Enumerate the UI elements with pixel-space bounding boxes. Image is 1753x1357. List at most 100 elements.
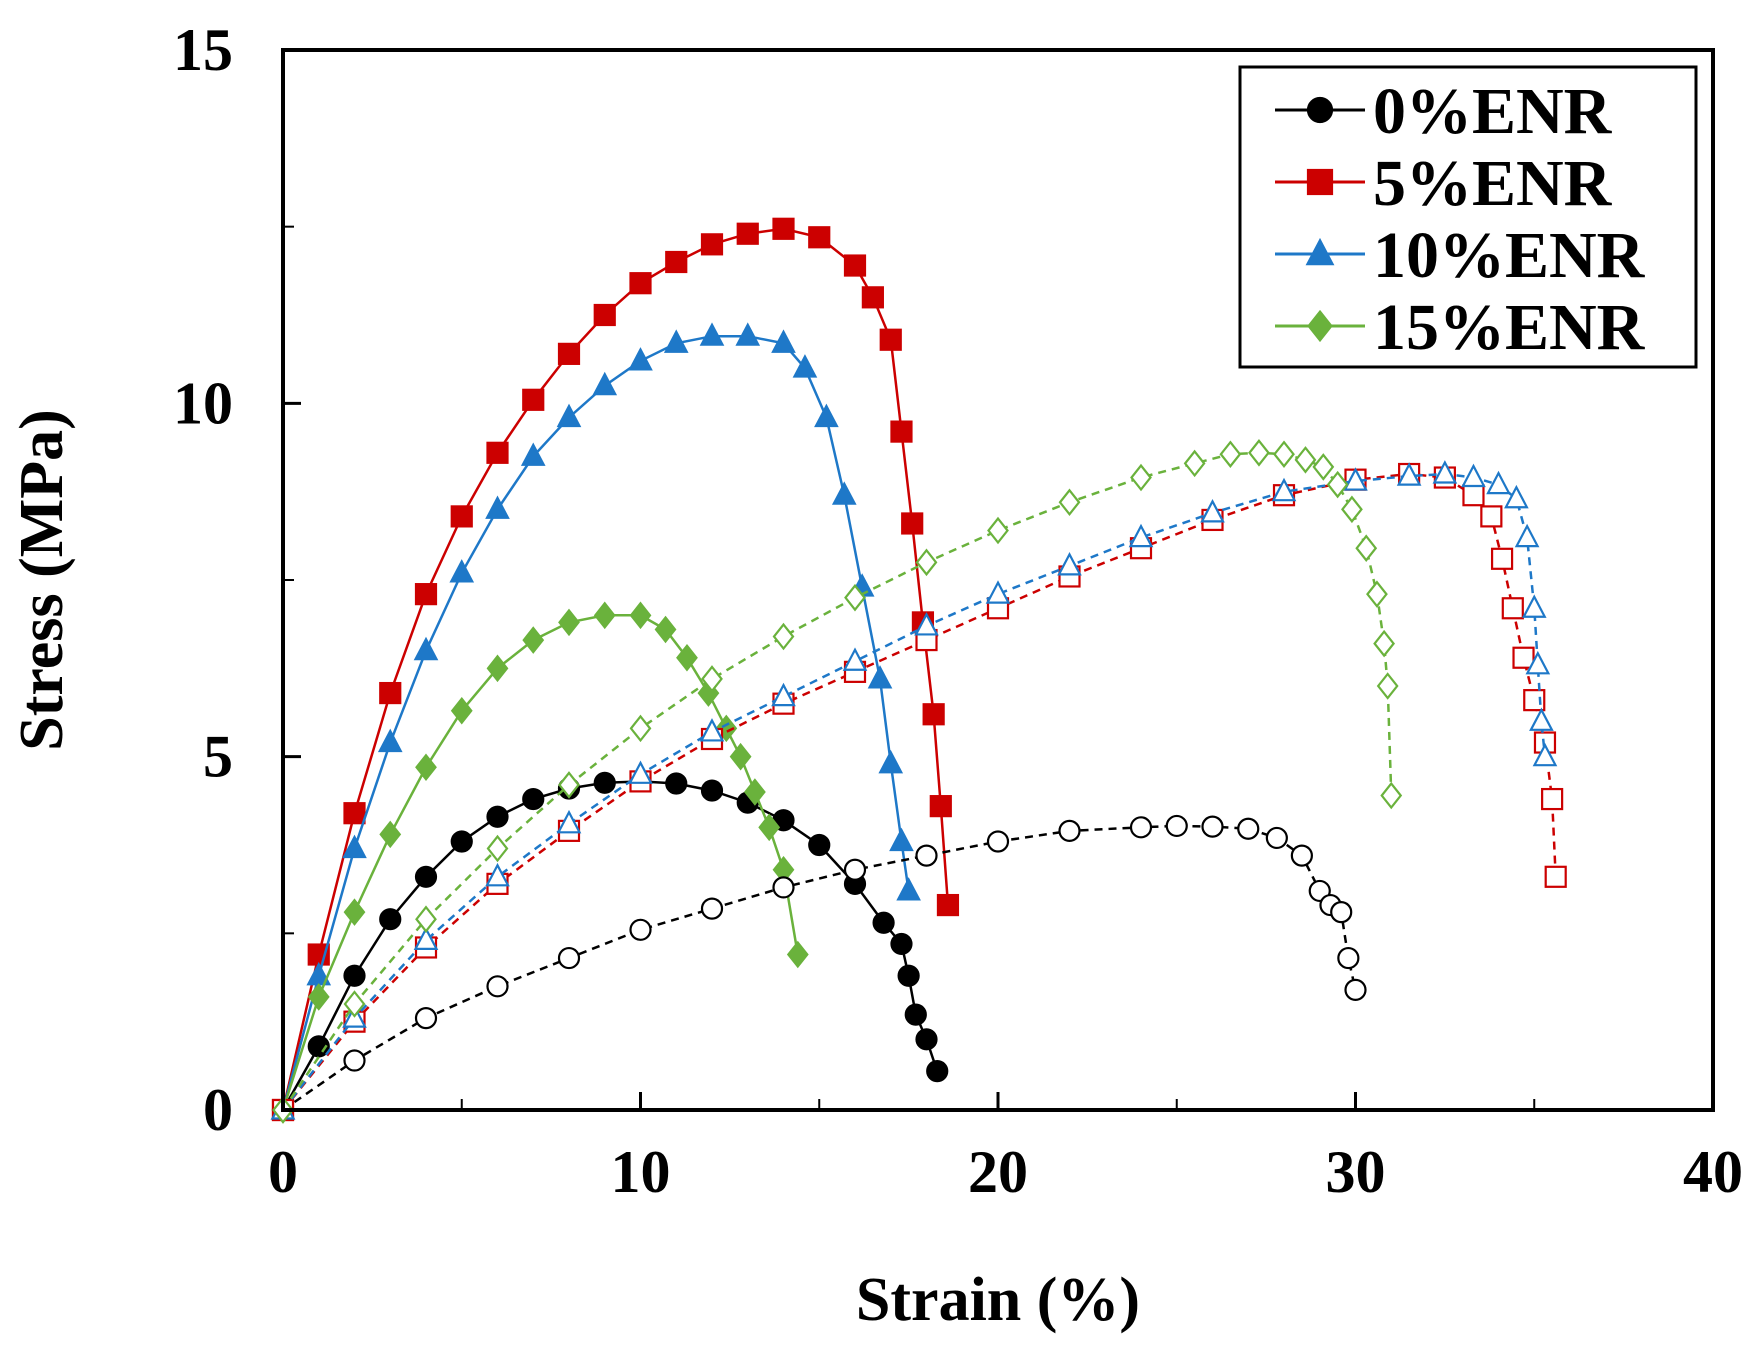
data-point [1512, 646, 1535, 669]
data-point [450, 830, 473, 853]
data-point [772, 622, 795, 651]
data-point [665, 250, 688, 274]
data-point [628, 347, 653, 371]
data-point [831, 481, 857, 505]
data-point [556, 403, 582, 428]
data-point [926, 1060, 949, 1083]
data-point [449, 559, 475, 583]
legend-entry: 15%ENR [1275, 291, 1646, 364]
data-point [1290, 844, 1313, 867]
legend-entry: 10%ENR [1275, 219, 1646, 292]
data-point [1529, 707, 1554, 731]
data-point [699, 718, 725, 742]
data-point [808, 226, 831, 249]
data-point [377, 728, 403, 753]
data-point [593, 303, 616, 327]
data-point [890, 420, 913, 443]
data-point [1058, 819, 1081, 842]
data-point [415, 905, 437, 933]
series-7 [272, 439, 1403, 1124]
x-tick-label: 40 [1683, 1139, 1743, 1205]
data-point [743, 778, 766, 806]
data-point [922, 703, 945, 726]
data-point [771, 329, 796, 353]
data-point [486, 805, 509, 828]
series-line-2 [281, 334, 910, 1111]
data-point [486, 441, 509, 464]
data-point [558, 771, 580, 799]
legend-marker [1306, 96, 1334, 124]
series-3 [272, 601, 809, 1124]
data-point [1514, 523, 1540, 548]
data-point [872, 911, 895, 934]
data-point [486, 975, 509, 998]
data-point [772, 217, 795, 240]
legend-label: 10%ENR [1373, 219, 1646, 292]
data-point [861, 286, 884, 309]
x-tick-label: 30 [1326, 1139, 1386, 1205]
data-point [629, 714, 652, 743]
data-point [700, 779, 724, 802]
data-point [592, 371, 618, 396]
data-point [700, 233, 724, 256]
legend-marker [1305, 237, 1335, 266]
series-1 [271, 217, 960, 1122]
data-point [843, 254, 867, 277]
data-point [557, 342, 581, 365]
series-6 [270, 460, 1558, 1120]
legend-label: 0%ENR [1373, 75, 1613, 148]
data-point [450, 696, 473, 725]
data-point [1219, 440, 1242, 468]
series-0 [271, 770, 949, 1122]
data-point [556, 809, 582, 834]
data-point [878, 749, 904, 774]
data-point [414, 865, 438, 888]
data-point [486, 654, 509, 683]
data-point [1521, 594, 1547, 618]
data-point [844, 583, 866, 612]
series-line-3 [281, 614, 800, 1111]
data-point [1058, 488, 1081, 517]
data-point [1248, 439, 1270, 467]
data-point [450, 505, 473, 528]
data-point [522, 787, 545, 811]
data-point [985, 580, 1011, 604]
data-point [1341, 495, 1363, 524]
data-point [343, 802, 366, 825]
data-point [486, 834, 509, 863]
data-point [379, 681, 402, 705]
data-point [485, 495, 510, 519]
data-point [915, 1028, 938, 1051]
data-point [1380, 781, 1403, 810]
data-point [1544, 865, 1567, 888]
series-line-4 [282, 824, 1357, 1112]
data-point [343, 964, 366, 987]
y-tick-label: 15 [173, 17, 233, 83]
legend-entry: 0%ENR [1275, 75, 1613, 148]
data-point [1265, 826, 1288, 850]
y-axis-title: Stress (MPa) [8, 409, 76, 750]
data-point [413, 926, 439, 951]
x-axis-title: Strain (%) [856, 1266, 1140, 1334]
data-point [758, 813, 781, 842]
data-point [904, 1003, 927, 1026]
series-line-0 [281, 780, 939, 1111]
y-tick-label: 0 [203, 1077, 233, 1143]
y-tick-label: 10 [173, 370, 233, 436]
data-point [1461, 463, 1486, 488]
data-point [915, 844, 938, 867]
data-point [1396, 462, 1422, 486]
data-point [414, 1007, 438, 1030]
data-point [771, 682, 796, 707]
ticks-layer: 0 10 20 30 40 0 5 10 15 [173, 17, 1743, 1205]
x-tick-label: 10 [611, 1139, 671, 1205]
data-point [772, 876, 795, 899]
legend-marker [1307, 309, 1333, 343]
data-point [343, 1049, 366, 1072]
data-point [1326, 470, 1349, 499]
data-point [1373, 629, 1396, 658]
data-point [343, 990, 366, 1018]
data-point [629, 272, 652, 295]
